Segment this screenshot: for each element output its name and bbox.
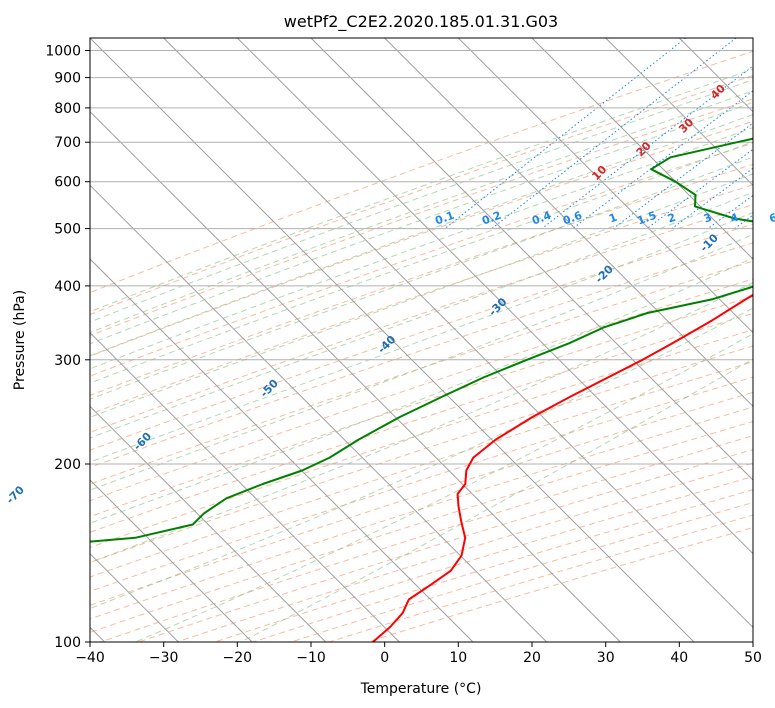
mixing-ratio-label: 0.4: [530, 209, 553, 228]
dry-adiabat: [90, 329, 753, 549]
dry-adiabat: [90, 50, 753, 294]
moist-adiabats: [90, 68, 753, 642]
moist-adiabat: [90, 173, 753, 418]
mixing-ratio-label: 0.6: [561, 209, 584, 228]
y-tick-label: 200: [54, 457, 81, 473]
x-tick-label: 30: [597, 650, 615, 666]
plot-frame: [89, 37, 754, 643]
isotherm-line: [752, 38, 753, 39]
mixing-ratio-label: 2: [666, 211, 678, 226]
isotherm-line: [90, 38, 695, 642]
dry-adiabat: [90, 98, 753, 337]
mixing-ratio-label: 4: [729, 211, 741, 226]
mixing-ratio-labels: 0.10.20.40.611.52346810131620253036: [433, 209, 775, 228]
moist-adiabat: [90, 282, 753, 563]
mixing-ratio-lines: [444, 38, 753, 230]
x-tick-label: −30: [149, 650, 179, 666]
y-tick-label: 100: [54, 635, 81, 651]
isotherm-line: [384, 38, 753, 408]
x-tick-label: −20: [223, 650, 253, 666]
plot-background: [90, 38, 753, 642]
moist-adiabat: [90, 156, 753, 400]
moist-adiabat: [240, 358, 753, 642]
profiles: [90, 137, 753, 642]
isotherm-label: -70: [4, 483, 27, 506]
y-tick-label: 900: [54, 71, 81, 87]
dry-adiabat: [90, 278, 753, 502]
y-axis: 100 200 300 400 500 600 700 800 900 1000: [45, 44, 90, 651]
y-tick-label: 400: [54, 279, 81, 295]
moist-adiabat: [90, 79, 753, 323]
mixing-ratio-label: 3: [702, 211, 714, 226]
temperature-profile: [372, 293, 753, 642]
dewpoint-profile: [90, 137, 753, 543]
isotherms: [90, 38, 753, 642]
x-axis: −40 −30 −20 −10 0 10 20 30 40 50: [75, 642, 762, 666]
x-tick-label: 10: [449, 650, 467, 666]
dry-adiabat: [90, 312, 753, 533]
mixing-ratio-label: 6: [767, 211, 775, 226]
dry-adiabat: [90, 163, 753, 396]
isotherm-line: [236, 38, 753, 555]
x-tick-label: 0: [380, 650, 389, 666]
x-tick-label: −40: [75, 650, 105, 666]
dry-adiabat: [90, 184, 753, 415]
moist-adiabat: [90, 68, 753, 313]
dry-adiabat: [90, 74, 753, 316]
isotherm-line: [163, 38, 753, 629]
y-tick-label: 500: [54, 222, 81, 238]
isotherm-line: [310, 38, 753, 481]
dry-adiabat: [90, 361, 753, 578]
isotherm-line: [90, 184, 548, 642]
dry-adiabat: [90, 223, 753, 451]
isotherm-line: [90, 331, 400, 642]
isotherm-line: [531, 38, 753, 260]
moist-adiabat: [90, 127, 753, 370]
y-tick-label: 800: [54, 101, 81, 117]
moist-adiabat: [90, 114, 753, 357]
x-tick-label: 20: [523, 650, 541, 666]
y-tick-label: 600: [54, 175, 81, 191]
dry-adiabat: [90, 391, 753, 606]
y-tick-label: 1000: [45, 44, 81, 60]
isotherm-line: [90, 405, 327, 642]
y-axis-title: Pressure (hPa): [12, 290, 28, 390]
mixing-ratio-line: [671, 167, 753, 229]
y-tick-label: 300: [54, 353, 81, 369]
moist-adiabat: [90, 233, 753, 491]
moist-adiabat: [90, 257, 753, 524]
x-tick-label: 40: [670, 650, 688, 666]
moist-adiabat: [90, 211, 753, 463]
moist-adiabat: [135, 333, 753, 642]
chart-title: wetPf2_C2E2.2020.185.01.31.G03: [284, 12, 558, 32]
x-axis-title: Temperature (°C): [360, 681, 482, 697]
mixing-ratio-line: [541, 65, 753, 229]
dry-adiabat: [90, 260, 753, 485]
isotherm-line: [90, 479, 253, 642]
x-tick-label: 50: [744, 650, 762, 666]
isotherm-line: [90, 258, 474, 642]
moist-adiabat: [90, 90, 753, 334]
dry-adiabat: [90, 142, 753, 377]
mixing-ratio-label: 0.1: [433, 209, 456, 228]
mixing-ratio-label: 1.5: [635, 209, 658, 228]
isotherm-line: [457, 38, 753, 334]
mixing-ratio-line: [572, 90, 753, 229]
isotherm-line: [605, 38, 753, 187]
y-tick-label: 700: [54, 135, 81, 151]
x-tick-label: −10: [296, 650, 326, 666]
mixing-ratio-label: 1: [607, 211, 619, 226]
isotherm-line: [90, 110, 621, 642]
mixing-ratio-label: 0.2: [480, 209, 503, 228]
